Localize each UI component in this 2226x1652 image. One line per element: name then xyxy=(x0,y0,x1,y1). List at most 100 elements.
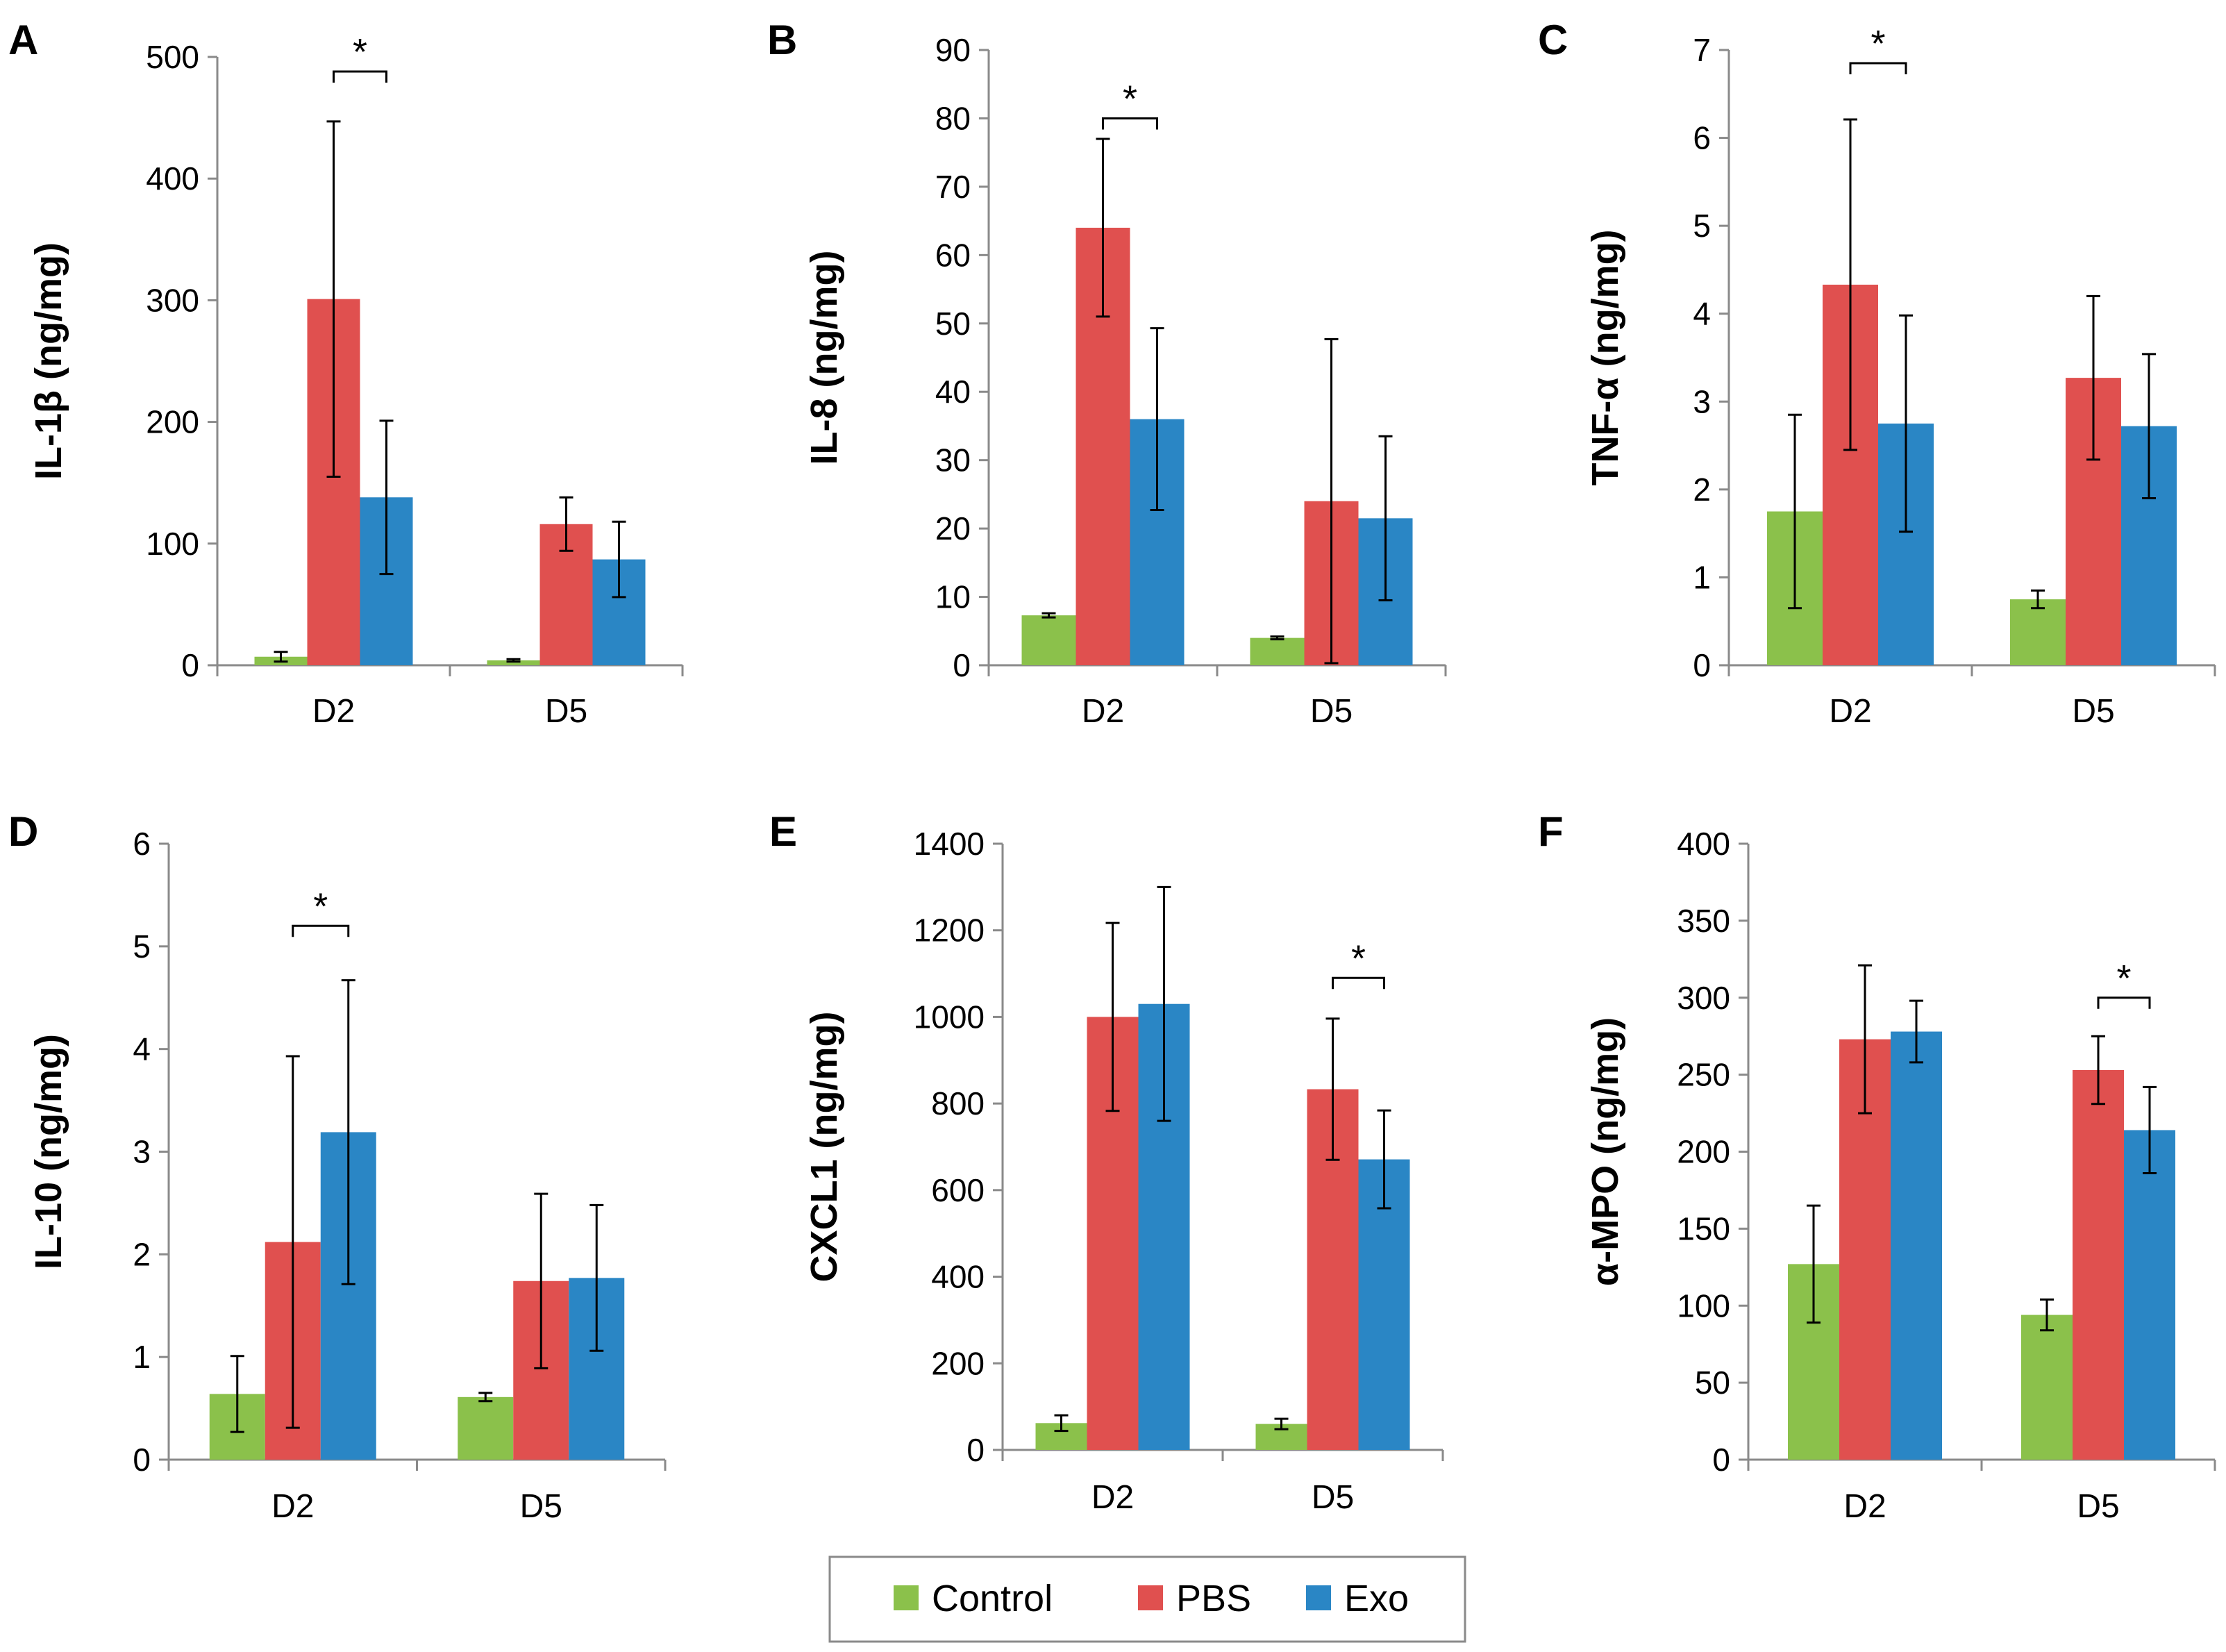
x-category-label-c: D2 xyxy=(1829,693,1871,730)
y-tick-label-d: 5 xyxy=(133,928,151,965)
y-tick-label-a: 100 xyxy=(146,526,199,562)
y-tick-label-c: 5 xyxy=(1693,208,1711,244)
significance-bracket-b xyxy=(1102,117,1158,130)
significance-bracket-d xyxy=(292,924,350,937)
chart-panel-f: F 0 50 100 150 200 250 300 350 400 α-MPO (ng/mg) D2… xyxy=(1538,808,2216,1525)
bar-c-d5-control xyxy=(2010,599,2066,665)
x-category-label-b: D2 xyxy=(1082,693,1124,730)
legend-label-control: Control xyxy=(932,1578,1053,1619)
y-tick-label-c: 2 xyxy=(1693,472,1711,508)
y-tick-label-f: 250 xyxy=(1677,1057,1730,1093)
panel-letter-a: A xyxy=(8,17,38,63)
x-category-label-d: D2 xyxy=(271,1488,314,1525)
y-tick-label-f: 50 xyxy=(1695,1365,1730,1401)
y-tick-label-b: 50 xyxy=(935,306,971,342)
x-category-label-c: D5 xyxy=(2072,693,2114,730)
y-tick-label-f: 200 xyxy=(1677,1134,1730,1170)
y-tick-label-f: 0 xyxy=(1712,1442,1730,1478)
chart-panel-d: D 0 1 2 3 4 5 6 IL-10 (ng/mg) D2 D5 * xyxy=(8,808,667,1525)
legend: Control PBS Exo xyxy=(828,1555,1466,1643)
significance-bracket-c xyxy=(1849,62,1907,74)
significance-bracket-f xyxy=(2097,996,2151,1009)
y-axis-label-d: IL-10 (ng/mg) xyxy=(28,1034,69,1269)
bar-a-d5-control xyxy=(487,660,540,665)
bar-f-d5-control xyxy=(2021,1315,2073,1460)
y-tick-label-e: 800 xyxy=(931,1085,985,1121)
bar-b-d2-control xyxy=(1021,615,1076,665)
legend-swatch-control xyxy=(894,1585,919,1610)
y-tick-label-c: 6 xyxy=(1693,120,1711,156)
chart-panel-c: C 0 1 2 3 4 5 6 7 TNF-α (ng/mg) D2 D5 * xyxy=(1538,17,2216,730)
chart-panel-a: A 0 100 200 300 400 500 IL-1β (ng/mg) D2 D5 * xyxy=(8,17,684,730)
y-tick-label-b: 30 xyxy=(935,442,971,478)
y-tick-label-b: 60 xyxy=(935,237,971,273)
y-tick-label-a: 200 xyxy=(146,404,199,440)
y-tick-label-d: 0 xyxy=(133,1442,151,1478)
y-tick-label-a: 300 xyxy=(146,282,199,318)
y-tick-label-e: 1200 xyxy=(914,912,985,949)
significance-star-d: * xyxy=(313,885,328,927)
y-tick-label-e: 200 xyxy=(931,1345,985,1381)
significance-star-e: * xyxy=(1351,937,1366,979)
y-tick-label-f: 350 xyxy=(1677,903,1730,939)
y-tick-label-b: 10 xyxy=(935,579,971,615)
legend-label-pbs: PBS xyxy=(1176,1578,1251,1619)
x-category-label-f: D2 xyxy=(1843,1488,1886,1525)
significance-bracket-e xyxy=(1332,976,1385,990)
y-tick-label-b: 40 xyxy=(935,374,971,410)
significance-star-c: * xyxy=(1871,23,1885,65)
chart-panel-b: B 0 10 20 30 40 50 60 70 80 90 IL-8 (ng/mg) D2 D5 * xyxy=(767,17,1447,730)
y-tick-label-f: 400 xyxy=(1677,826,1730,862)
x-category-label-e: D2 xyxy=(1091,1479,1134,1516)
significance-star-b: * xyxy=(1123,78,1137,119)
bar-d-d5-control xyxy=(458,1396,514,1460)
y-tick-label-d: 4 xyxy=(133,1031,151,1067)
y-tick-label-e: 0 xyxy=(966,1432,985,1468)
y-tick-label-a: 400 xyxy=(146,160,199,197)
y-tick-label-f: 300 xyxy=(1677,980,1730,1016)
y-tick-label-c: 0 xyxy=(1693,647,1711,683)
y-axis-label-a: IL-1β (ng/mg) xyxy=(28,242,69,480)
panel-letter-b: B xyxy=(767,17,797,63)
bar-f-d5-exo xyxy=(2124,1130,2175,1460)
significance-star-a: * xyxy=(353,31,367,73)
legend-swatch-exo xyxy=(1306,1585,1331,1610)
y-tick-label-b: 90 xyxy=(935,32,971,68)
y-axis-label-f: α-MPO (ng/mg) xyxy=(1584,1017,1626,1286)
y-tick-label-f: 150 xyxy=(1677,1210,1730,1246)
y-tick-label-b: 0 xyxy=(953,647,971,683)
x-category-label-b: D5 xyxy=(1310,693,1353,730)
y-tick-label-b: 20 xyxy=(935,510,971,547)
x-category-label-a: D2 xyxy=(312,693,355,730)
y-tick-label-f: 100 xyxy=(1677,1287,1730,1324)
legend-swatch-pbs xyxy=(1138,1585,1163,1610)
x-category-label-f: D5 xyxy=(2077,1488,2119,1525)
x-category-label-d: D5 xyxy=(520,1488,562,1525)
bar-f-d5-pbs xyxy=(2073,1069,2124,1460)
y-tick-label-d: 3 xyxy=(133,1134,151,1170)
significance-bracket-a xyxy=(333,70,387,83)
panel-letter-d: D xyxy=(8,808,38,855)
y-axis-label-e: CXCL1 (ng/mg) xyxy=(803,1012,845,1283)
y-tick-label-e: 400 xyxy=(931,1259,985,1295)
x-category-label-e: D5 xyxy=(1312,1479,1354,1516)
y-tick-label-c: 7 xyxy=(1693,32,1711,68)
y-tick-label-b: 80 xyxy=(935,100,971,136)
y-tick-label-c: 4 xyxy=(1693,296,1711,332)
y-tick-label-a: 0 xyxy=(181,647,199,683)
bar-b-d5-control xyxy=(1250,637,1305,665)
x-category-label-a: D5 xyxy=(545,693,587,730)
y-tick-label-a: 500 xyxy=(146,39,199,75)
bar-f-d2-exo xyxy=(1891,1031,1942,1460)
chart-panel-e: E 0 200 400 600 800 1000 1200 1400 CXCL1 (ng/mg) D… xyxy=(769,808,1444,1516)
panel-letter-f: F xyxy=(1538,808,1564,855)
significance-star-f: * xyxy=(2116,958,2131,999)
y-tick-label-e: 1400 xyxy=(914,826,985,862)
y-tick-label-c: 3 xyxy=(1693,383,1711,419)
y-axis-label-b: IL-8 (ng/mg) xyxy=(803,251,845,465)
y-tick-label-d: 2 xyxy=(133,1236,151,1272)
y-tick-label-b: 70 xyxy=(935,169,971,205)
y-tick-label-e: 1000 xyxy=(914,999,985,1035)
